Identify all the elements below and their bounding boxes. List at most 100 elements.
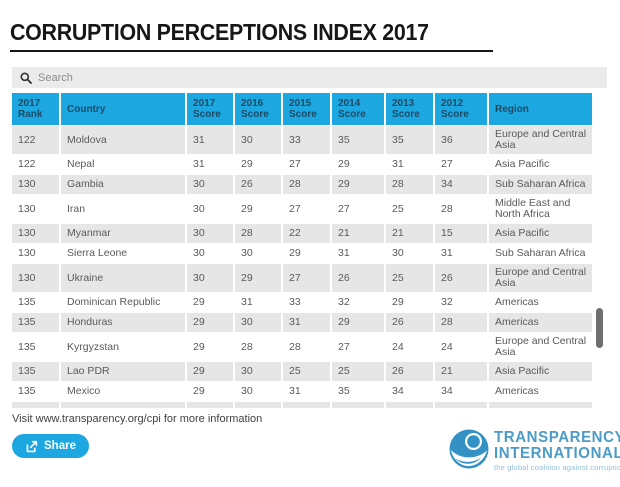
- cell-rank: 130: [12, 244, 61, 264]
- cell-s2013: 25: [386, 264, 435, 293]
- cell-s2014: 31: [332, 244, 386, 264]
- cell-country: Sierra Leone: [61, 244, 187, 264]
- cell-country: Dominican Republic: [61, 293, 187, 313]
- cell-region: Europe and Central Asia: [489, 264, 592, 293]
- cell-region: Sub Saharan Africa: [489, 244, 592, 264]
- cell-s2012: 28: [435, 313, 489, 333]
- cell-country: Iran: [61, 195, 187, 224]
- cell-s2013: 29: [386, 293, 435, 313]
- cell-empty: [61, 402, 187, 409]
- cell-s2016: 30: [235, 313, 283, 333]
- cell-region: Middle East and North Africa: [489, 195, 592, 224]
- cell-s2013: 34: [386, 382, 435, 402]
- cell-country: Moldova: [61, 126, 187, 155]
- cell-s2012: 31: [435, 244, 489, 264]
- cpi-table: 2017 Rank Country 2017 Score 2016 Score 2015…: [12, 93, 592, 409]
- cell-s2016: 28: [235, 333, 283, 362]
- cell-s2017: 31: [187, 155, 235, 175]
- table-row: 135 Honduras 29 30 31 29 26 28 Americas: [12, 313, 592, 333]
- column-header[interactable]: 2016 Score: [235, 93, 283, 126]
- cell-s2013: 26: [386, 362, 435, 382]
- logo-line2: INTERNATIONAL: [494, 445, 620, 462]
- cell-s2016: 29: [235, 195, 283, 224]
- cell-s2012: 27: [435, 155, 489, 175]
- column-header[interactable]: 2017 Rank: [12, 93, 61, 126]
- column-header[interactable]: 2014 Score: [332, 93, 386, 126]
- cell-empty: [187, 402, 235, 409]
- cell-s2014: 29: [332, 313, 386, 333]
- cell-s2016: 28: [235, 224, 283, 244]
- cell-s2015: 31: [283, 382, 332, 402]
- cell-empty: [332, 402, 386, 409]
- cell-s2016: 30: [235, 382, 283, 402]
- cell-region: Americas: [489, 293, 592, 313]
- share-label: Share: [44, 440, 76, 452]
- table-row: 130 Gambia 30 26 28 29 28 34 Sub Saharan Africa: [12, 175, 592, 195]
- cell-s2014: 32: [332, 293, 386, 313]
- cell-rank: 130: [12, 224, 61, 244]
- cell-s2015: 28: [283, 333, 332, 362]
- cell-s2015: 33: [283, 126, 332, 155]
- column-header[interactable]: 2013 Score: [386, 93, 435, 126]
- cell-s2017: 30: [187, 264, 235, 293]
- table-row: 135 Dominican Republic 29 31 33 32 29 32 America…: [12, 293, 592, 313]
- cell-s2015: 28: [283, 175, 332, 195]
- table-row: 135 Mexico 29 30 31 35 34 34 Americas: [12, 382, 592, 402]
- cell-s2013: 21: [386, 224, 435, 244]
- footer-note: Visit www.transparency.org/cpi for more …: [12, 413, 263, 425]
- table-row: 122 Moldova 31 30 33 35 35 36 Europe and Central…: [12, 126, 592, 155]
- table-row: 130 Sierra Leone 30 30 29 31 30 31 Sub Saharan A…: [12, 244, 592, 264]
- column-header[interactable]: 2017 Score: [187, 93, 235, 126]
- cell-s2015: 27: [283, 264, 332, 293]
- search-input[interactable]: [38, 71, 599, 84]
- cell-rank: 135: [12, 382, 61, 402]
- cell-region: Americas: [489, 382, 592, 402]
- cell-s2017: 29: [187, 333, 235, 362]
- cell-s2017: 29: [187, 293, 235, 313]
- scrollbar-thumb[interactable]: [596, 308, 603, 348]
- cell-country: Nepal: [61, 155, 187, 175]
- logo-text: TRANSPARENCY INTERNATIONAL the global co…: [494, 429, 620, 473]
- cell-s2015: 31: [283, 313, 332, 333]
- share-icon: [26, 440, 38, 452]
- cell-rank: 122: [12, 126, 61, 155]
- column-header[interactable]: 2015 Score: [283, 93, 332, 126]
- cell-s2014: 26: [332, 264, 386, 293]
- globe-icon: [449, 429, 489, 469]
- cell-s2012: 24: [435, 333, 489, 362]
- cell-s2013: 31: [386, 155, 435, 175]
- cell-country: Kyrgyzstan: [61, 333, 187, 362]
- cell-s2012: 26: [435, 264, 489, 293]
- cell-region: Asia Pacific: [489, 362, 592, 382]
- cell-s2017: 29: [187, 382, 235, 402]
- cell-s2013: 26: [386, 313, 435, 333]
- cell-empty: [283, 402, 332, 409]
- cell-region: Sub Saharan Africa: [489, 175, 592, 195]
- cell-s2013: 30: [386, 244, 435, 264]
- cell-rank: 130: [12, 175, 61, 195]
- cell-region: Europe and Central Asia: [489, 333, 592, 362]
- cell-rank: 135: [12, 293, 61, 313]
- cell-s2016: 30: [235, 362, 283, 382]
- column-header[interactable]: 2012 Score: [435, 93, 489, 126]
- column-header[interactable]: Region: [489, 93, 592, 126]
- table-row: 135 Lao PDR 29 30 25 25 26 21 Asia Pacific: [12, 362, 592, 382]
- table-row: 122 Nepal 31 29 27 29 31 27 Asia Pacific: [12, 155, 592, 175]
- cell-s2014: 29: [332, 155, 386, 175]
- share-button[interactable]: Share: [12, 434, 89, 458]
- cell-rank: 135: [12, 313, 61, 333]
- cell-s2012: 32: [435, 293, 489, 313]
- page-title-block: CORRUPTION PERCEPTIONS INDEX 2017: [10, 19, 493, 52]
- cell-rank: 130: [12, 195, 61, 224]
- cell-empty: [12, 402, 61, 409]
- cell-s2012: 15: [435, 224, 489, 244]
- cell-s2013: 28: [386, 175, 435, 195]
- cell-empty: [235, 402, 283, 409]
- cell-rank: 130: [12, 264, 61, 293]
- cell-s2015: 27: [283, 155, 332, 175]
- cell-rank: 135: [12, 333, 61, 362]
- cell-region: Asia Pacific: [489, 224, 592, 244]
- cell-s2017: 31: [187, 126, 235, 155]
- column-header[interactable]: Country: [61, 93, 187, 126]
- table-row: 130 Iran 30 29 27 27 25 28 Middle East and North…: [12, 195, 592, 224]
